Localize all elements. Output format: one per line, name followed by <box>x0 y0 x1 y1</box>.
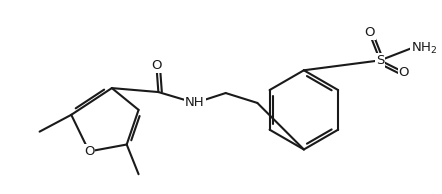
Text: NH$_2$: NH$_2$ <box>411 41 437 56</box>
Text: NH: NH <box>185 96 205 109</box>
Text: S: S <box>376 54 384 67</box>
Text: O: O <box>364 26 374 39</box>
Text: O: O <box>151 59 162 72</box>
Text: O: O <box>84 145 94 158</box>
Text: O: O <box>399 66 409 79</box>
